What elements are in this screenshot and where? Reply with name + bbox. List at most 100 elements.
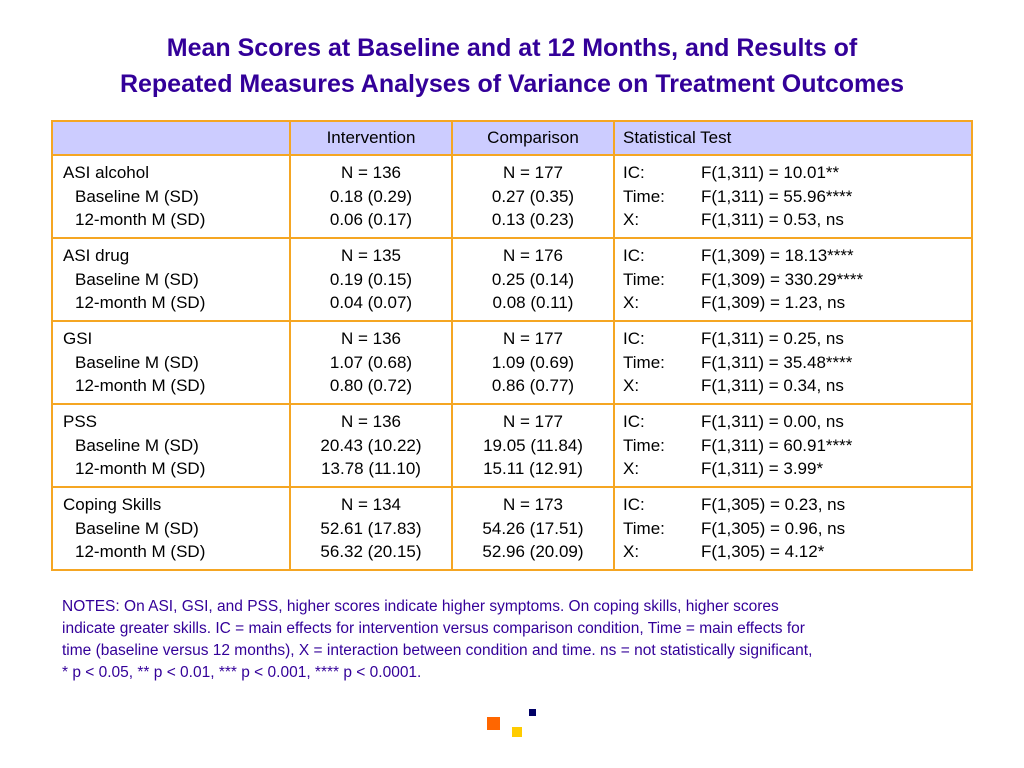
table-row: ASI alcohol Baseline M (SD) 12-month M (SD… — [51, 154, 973, 239]
comparison-value: 1.09 (0.69) — [491, 352, 575, 372]
table-row: PSS Baseline M (SD) 12-month M (SD) N = 136… — [51, 403, 973, 488]
measure-sublabel: Baseline M (SD) — [75, 518, 199, 538]
stat-result: F(1,309) = 330.29**** — [701, 269, 864, 289]
measure-label-cell: ASI alcohol Baseline M (SD) 12-month M (SD… — [51, 154, 291, 239]
intervention-value: 1.07 (0.68) — [329, 352, 413, 372]
logo-yellow-square — [512, 727, 522, 737]
stat-effect-label: IC: — [623, 329, 645, 348]
stat-line: IC: F(1,309) = 18.13**** — [623, 244, 971, 268]
comparison-value: N = 177 — [502, 329, 563, 348]
measure-sublabel: 12-month M (SD) — [75, 376, 206, 395]
stat-line: Time: F(1,311) = 55.96**** — [623, 185, 971, 209]
comparison-cell: N = 176 0.25 (0.14) 0.08 (0.11) — [451, 237, 615, 322]
comparison-value: 0.27 (0.35) — [491, 186, 575, 206]
stat-effect-label: Time: — [623, 518, 665, 538]
stat-line: X: F(1,311) = 0.53, ns — [623, 208, 971, 232]
stat-effect-label: IC: — [623, 246, 645, 265]
comparison-value: 19.05 (11.84) — [483, 435, 583, 455]
table-row: Coping Skills Baseline M (SD) 12-month M (… — [51, 486, 973, 571]
stat-line: Time: F(1,305) = 0.96, ns — [623, 517, 971, 541]
notes-line: NOTES: On ASI, GSI, and PSS, higher scor… — [62, 598, 779, 615]
measure-name: ASI alcohol — [63, 163, 149, 182]
comparison-cell: N = 177 1.09 (0.69) 0.86 (0.77) — [451, 320, 615, 405]
measure-sublabel: 12-month M (SD) — [75, 542, 206, 561]
comparison-value: N = 176 — [502, 246, 563, 265]
header-statistical-test: Statistical Test — [613, 120, 973, 156]
table-body: ASI alcohol Baseline M (SD) 12-month M (SD… — [51, 154, 973, 571]
stat-effect-label: IC: — [623, 163, 645, 182]
measure-name: ASI drug — [63, 246, 130, 265]
stat-line: IC: F(1,311) = 0.25, ns — [623, 327, 971, 351]
statistical-test-cell: IC: F(1,311) = 0.00, ns Time: F(1,311) = 60… — [613, 403, 973, 488]
measure-label-cell: ASI drug Baseline M (SD) 12-month M (SD) — [51, 237, 291, 322]
header-cell-empty — [51, 120, 291, 156]
stat-effect-label: Time: — [623, 186, 665, 206]
stat-line: Time: F(1,309) = 330.29**** — [623, 268, 971, 292]
statistical-test-cell: IC: F(1,311) = 0.25, ns Time: F(1,311) = 35… — [613, 320, 973, 405]
stat-effect-label: Time: — [623, 352, 665, 372]
stat-line: X: F(1,311) = 3.99* — [623, 457, 971, 481]
statistical-test-cell: IC: F(1,305) = 0.23, ns Time: F(1,305) = 0.… — [613, 486, 973, 571]
comparison-cell: N = 177 0.27 (0.35) 0.13 (0.23) — [451, 154, 615, 239]
stat-effect-label: Time: — [623, 435, 665, 455]
comparison-value: 15.11 (12.91) — [483, 459, 583, 478]
intervention-value: 0.19 (0.15) — [329, 269, 413, 289]
intervention-cell: N = 136 20.43 (10.22) 13.78 (11.10) — [289, 403, 453, 488]
statistical-test-cell: IC: F(1,311) = 10.01** Time: F(1,311) = 55.… — [613, 154, 973, 239]
stat-result: F(1,311) = 35.48**** — [701, 352, 853, 372]
comparison-cell: N = 173 54.26 (17.51) 52.96 (20.09) — [451, 486, 615, 571]
comparison-value: 0.86 (0.77) — [491, 376, 575, 395]
stat-effect-label: IC: — [623, 495, 645, 514]
measure-name: Coping Skills — [63, 495, 162, 514]
measure-name: GSI — [63, 329, 93, 348]
slide-title-line-1: Mean Scores at Baseline and at 12 Months… — [166, 34, 858, 62]
stat-line: IC: F(1,311) = 10.01** — [623, 161, 971, 185]
intervention-value: 0.18 (0.29) — [329, 186, 413, 206]
comparison-value: 52.96 (20.09) — [482, 542, 584, 561]
intervention-value: 0.04 (0.07) — [329, 293, 413, 312]
stat-result: F(1,311) = 10.01** — [701, 163, 840, 182]
notes-line: * p < 0.05, ** p < 0.01, *** p < 0.001, … — [62, 664, 422, 681]
comparison-value: 54.26 (17.51) — [482, 518, 584, 538]
stat-line: IC: F(1,311) = 0.00, ns — [623, 410, 971, 434]
stat-result: F(1,305) = 0.23, ns — [701, 495, 846, 514]
intervention-value: 52.61 (17.83) — [320, 518, 422, 538]
stat-result: F(1,309) = 18.13**** — [701, 246, 854, 265]
notes-line: indicate greater skills. IC = main effec… — [62, 620, 805, 637]
slide-title: Mean Scores at Baseline and at 12 Months… — [0, 30, 1024, 102]
intervention-value: N = 134 — [340, 495, 401, 514]
measure-sublabel: 12-month M (SD) — [75, 210, 206, 229]
stat-effect-label: X: — [623, 293, 640, 312]
logo-orange-square — [487, 717, 500, 730]
stat-result: F(1,311) = 55.96**** — [701, 186, 853, 206]
intervention-value: N = 136 — [340, 412, 401, 431]
comparison-value: N = 177 — [502, 163, 563, 182]
slide-title-line-2: Repeated Measures Analyses of Variance o… — [119, 70, 905, 98]
measure-sublabel: Baseline M (SD) — [75, 352, 199, 372]
measure-sublabel: Baseline M (SD) — [75, 435, 199, 455]
stat-result: F(1,311) = 3.99* — [701, 459, 824, 478]
stat-result: F(1,311) = 0.34, ns — [701, 376, 844, 395]
measure-sublabel: Baseline M (SD) — [75, 269, 199, 289]
intervention-cell: N = 135 0.19 (0.15) 0.04 (0.07) — [289, 237, 453, 322]
measure-name: PSS — [63, 412, 98, 431]
intervention-value: 20.43 (10.22) — [320, 435, 422, 455]
measure-sublabel: 12-month M (SD) — [75, 293, 206, 312]
table-row: ASI drug Baseline M (SD) 12-month M (SD) N … — [51, 237, 973, 322]
intervention-cell: N = 136 0.18 (0.29) 0.06 (0.17) — [289, 154, 453, 239]
stat-effect-label: X: — [623, 542, 640, 561]
intervention-value: 56.32 (20.15) — [320, 542, 422, 561]
comparison-value: N = 177 — [502, 412, 563, 431]
intervention-cell: N = 136 1.07 (0.68) 0.80 (0.72) — [289, 320, 453, 405]
comparison-value: 0.13 (0.23) — [491, 210, 575, 229]
table-row: GSI Baseline M (SD) 12-month M (SD) N = 136… — [51, 320, 973, 405]
table-header-row: Intervention Comparison Statistical Test — [51, 120, 973, 156]
notes-line: time (baseline versus 12 months), X = in… — [62, 642, 813, 659]
comparison-value: 0.08 (0.11) — [492, 293, 574, 312]
intervention-value: N = 136 — [340, 329, 401, 348]
logo-navy-square — [529, 709, 536, 716]
comparison-value: 0.25 (0.14) — [491, 269, 575, 289]
comparison-value: N = 173 — [502, 495, 563, 514]
measure-label-cell: Coping Skills Baseline M (SD) 12-month M (… — [51, 486, 291, 571]
stat-effect-label: X: — [623, 210, 640, 229]
